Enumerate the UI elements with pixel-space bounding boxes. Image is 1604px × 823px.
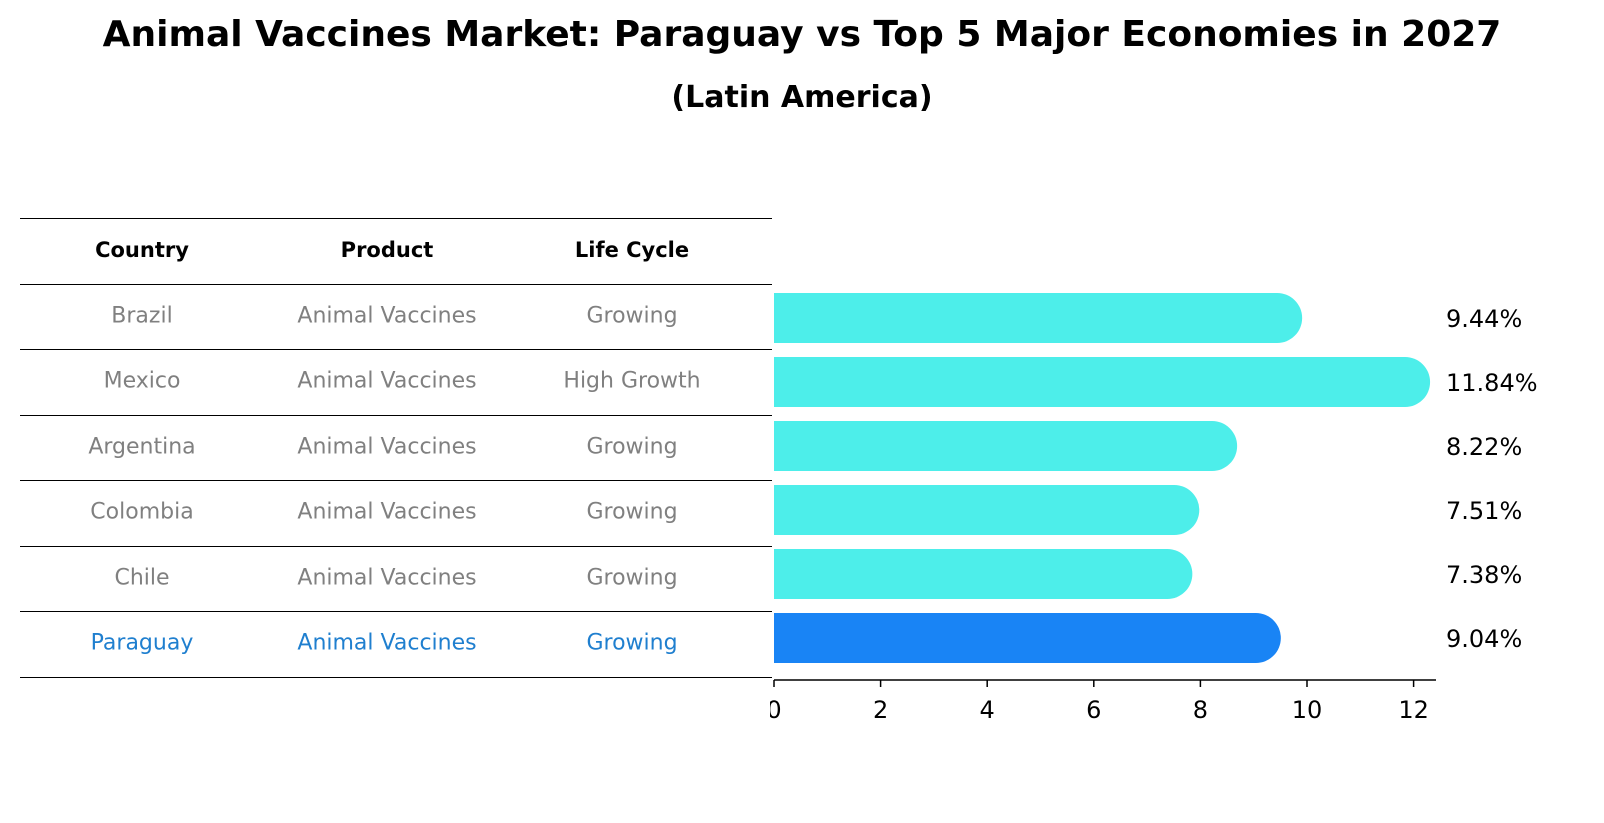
table-header-cell: Country [95, 238, 189, 262]
bar-value-label: 9.44% [1446, 305, 1522, 333]
table-rule [20, 283, 772, 285]
table-cell-country: Brazil [111, 303, 173, 328]
x-tick-label: 2 [873, 696, 888, 724]
bar-paraguay [774, 613, 1281, 663]
x-tick-label: 12 [1398, 696, 1429, 724]
table-cell-product: Animal Vaccines [297, 565, 477, 590]
table-cell-country: Argentina [88, 434, 196, 459]
table-cell-product: Animal Vaccines [297, 368, 477, 394]
bar-colombia [774, 485, 1200, 535]
x-tick-label: 10 [1292, 696, 1323, 724]
x-tick-label: 0 [770, 696, 782, 724]
table-rule [20, 545, 772, 547]
table-rule [20, 676, 772, 678]
table-cell-life-cycle: Growing [586, 303, 678, 328]
table-header-cell: Life Cycle [574, 238, 690, 262]
table-cell-product: Animal Vaccines [297, 499, 477, 525]
table-cell-life-cycle: Growing [586, 434, 678, 459]
bar-argentina [774, 421, 1238, 471]
table-rule [20, 414, 772, 416]
table-rule [20, 480, 772, 481]
bar-value-label: 7.51% [1446, 497, 1522, 525]
bar-chart: 9.44% 11.84% 8.22% 7.51% 7.38% 9.04% 0 2 4 6 8 10 12 [770, 293, 1538, 724]
table-rule [20, 611, 772, 612]
table-cell-product: Animal Vaccines [297, 434, 477, 459]
table-cell-country: Chile [114, 565, 170, 590]
x-tick-label: 4 [980, 696, 995, 724]
table-cell-life-cycle: High Growth [563, 368, 701, 394]
table-cell-life-cycle: Growing [586, 630, 678, 656]
table-cell-country: Colombia [90, 499, 194, 525]
bar-value-label: 11.84% [1446, 369, 1538, 397]
table-header-cell: Product [340, 238, 434, 262]
x-tick-label: 8 [1193, 696, 1208, 724]
chart-title: Animal Vaccines Market: Paraguay vs Top … [102, 14, 1502, 55]
bar-mexico [774, 357, 1431, 407]
table-cell-country: Paraguay [90, 630, 194, 656]
chart-subtitle: (Latin America) [671, 80, 933, 115]
table-cell-country: Mexico [103, 368, 181, 394]
table-cell-product: Animal Vaccines [297, 303, 477, 328]
table-rule [20, 218, 772, 219]
bar-chile [774, 549, 1193, 599]
table-cell-product: Animal Vaccines [297, 630, 477, 656]
bar-value-label: 9.04% [1446, 625, 1522, 653]
x-tick-label: 6 [1086, 696, 1101, 724]
bar-brazil [774, 293, 1303, 343]
table-cell-life-cycle: Growing [586, 499, 678, 525]
bar-value-label: 8.22% [1446, 433, 1522, 461]
table-rule [20, 349, 772, 350]
table-cell-life-cycle: Growing [586, 565, 678, 590]
bar-value-label: 7.38% [1446, 561, 1522, 589]
